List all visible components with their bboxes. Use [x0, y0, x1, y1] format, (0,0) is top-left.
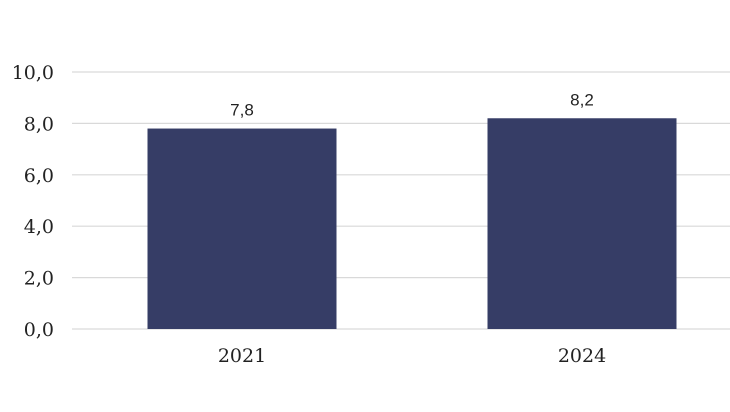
y-tick-label: 4,0: [24, 216, 54, 238]
y-tick-label: 6,0: [24, 165, 54, 187]
bar-value-label: 7,8: [230, 101, 254, 120]
y-tick-label: 10,0: [12, 62, 54, 84]
bars: [147, 118, 677, 329]
y-tick-label: 0,0: [24, 319, 54, 341]
bar-2021: [147, 128, 337, 329]
y-tick-label: 8,0: [24, 113, 54, 135]
bar-2024: [487, 118, 677, 329]
bar-value-labels: 7,8 8,2: [230, 90, 594, 119]
x-tick-label: 2024: [558, 345, 606, 367]
y-axis-tick-labels: 0,0 2,0 4,0 6,0 8,0 10,0: [12, 62, 54, 341]
x-tick-label: 2021: [218, 345, 266, 367]
y-tick-label: 2,0: [24, 268, 54, 290]
bar-value-label: 8,2: [570, 90, 594, 109]
x-axis-tick-labels: 2021 2024: [218, 345, 606, 367]
